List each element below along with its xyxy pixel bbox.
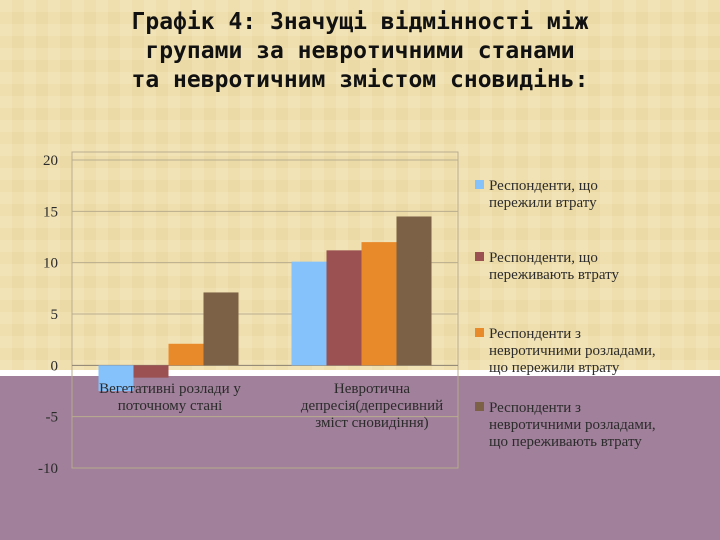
y-tick-label: 10 bbox=[43, 256, 58, 272]
bar bbox=[133, 365, 169, 378]
bar bbox=[203, 292, 239, 366]
legend-label: Респонденти з bbox=[489, 400, 581, 416]
title-line: групами за невротичними станами bbox=[145, 38, 575, 64]
legend-swatch bbox=[475, 252, 484, 261]
legend-label: що пережили втрату bbox=[489, 360, 620, 376]
y-axis-ticks: -10 -5 0 5 10 15 20 bbox=[38, 153, 58, 477]
title-line: Графік 4: Значущі відмінності між bbox=[131, 9, 589, 35]
category-label: Невротична bbox=[334, 381, 411, 397]
y-tick-label: 0 bbox=[51, 358, 59, 374]
category-label: Вегетативні розлади у bbox=[99, 381, 241, 397]
legend-swatch bbox=[475, 180, 484, 189]
bar bbox=[98, 365, 134, 391]
bar bbox=[168, 343, 204, 366]
y-tick-label: 20 bbox=[43, 153, 58, 169]
y-tick-label: -10 bbox=[38, 461, 58, 477]
bars bbox=[98, 216, 432, 391]
white-band bbox=[0, 370, 720, 376]
legend-label: пережили втрату bbox=[489, 195, 597, 211]
legend-label: що переживають втрату bbox=[489, 434, 642, 450]
legend-swatch bbox=[475, 402, 484, 411]
legend-label: Респонденти, що bbox=[489, 178, 598, 194]
legend-swatch bbox=[475, 328, 484, 337]
y-tick-label: 5 bbox=[51, 307, 59, 323]
legend-label: невротичними розладами, bbox=[489, 343, 656, 359]
y-tick-label: -5 bbox=[46, 410, 59, 426]
purple-band bbox=[0, 376, 720, 540]
category-label: поточному стані bbox=[118, 398, 223, 414]
category-label: зміст сновидіння) bbox=[315, 415, 428, 431]
bar bbox=[396, 216, 432, 366]
slide-title: Графік 4: Значущі відмінності між групам… bbox=[20, 8, 700, 95]
legend-label: Респонденти з bbox=[489, 326, 581, 342]
title-line: та невротичним змістом сновидінь: bbox=[131, 67, 589, 93]
category-label: депресія(депресивний bbox=[301, 398, 443, 414]
y-tick-label: 15 bbox=[43, 204, 58, 220]
legend-label: Респонденти, що bbox=[489, 250, 598, 266]
legend-label: невротичними розладами, bbox=[489, 417, 656, 433]
bar bbox=[326, 250, 362, 366]
bar bbox=[361, 242, 397, 366]
bar bbox=[291, 261, 327, 366]
legend-label: переживають втрату bbox=[489, 267, 620, 283]
